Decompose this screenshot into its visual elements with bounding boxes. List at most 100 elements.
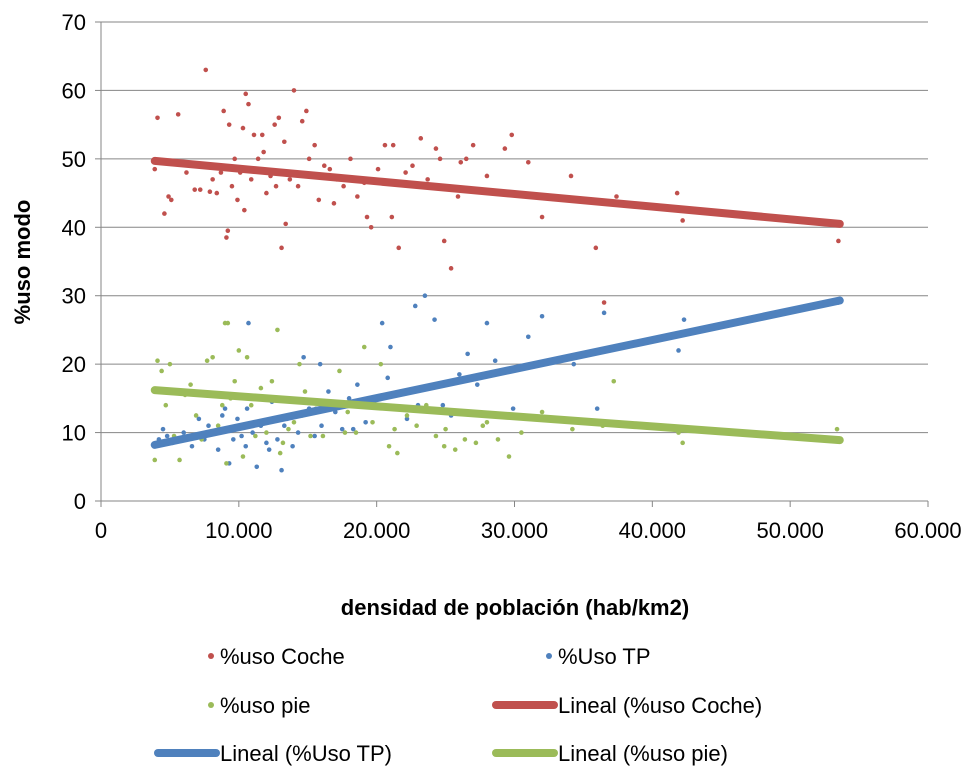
- data-point: [164, 433, 170, 439]
- data-point: [244, 406, 250, 411]
- data-point: [231, 437, 236, 442]
- data-point: [370, 420, 375, 425]
- data-point: [681, 317, 687, 322]
- data-point: [290, 443, 295, 449]
- data-point: [235, 416, 240, 422]
- data-point: [264, 440, 269, 446]
- data-point: [291, 420, 297, 425]
- data-point: [207, 189, 213, 195]
- data-point: [210, 355, 215, 360]
- x-tick-label: 0: [95, 518, 107, 543]
- data-point: [327, 166, 333, 172]
- data-point: [425, 177, 430, 182]
- legend-marker-pie: [208, 702, 214, 708]
- y-tick-label: 60: [62, 78, 86, 103]
- data-point: [206, 423, 211, 429]
- data-point: [509, 132, 515, 138]
- data-point: [441, 238, 447, 244]
- data-point: [316, 197, 322, 203]
- data-point: [283, 221, 288, 227]
- data-point: [166, 194, 171, 199]
- data-point: [355, 382, 360, 387]
- data-point: [184, 170, 189, 175]
- data-point: [385, 375, 390, 381]
- data-point: [251, 132, 257, 138]
- data-point: [448, 266, 454, 271]
- data-point: [368, 224, 374, 230]
- data-point: [317, 361, 323, 367]
- data-point: [396, 245, 402, 251]
- data-point: [403, 170, 408, 175]
- data-point: [162, 211, 167, 216]
- data-point: [834, 426, 840, 432]
- y-tick-labels: 0 10 20 30 40 50 60 70: [62, 10, 86, 514]
- y-tick-label: 0: [74, 489, 86, 514]
- data-point: [214, 190, 220, 196]
- data-point: [404, 416, 410, 422]
- data-point: [539, 409, 545, 415]
- data-point: [308, 433, 313, 439]
- legend: %uso Coche %Uso TP %uso pie Lineal (%uso…: [154, 644, 762, 766]
- data-point: [222, 406, 228, 411]
- data-point: [680, 218, 685, 223]
- y-axis-title: %uso modo: [10, 200, 35, 325]
- data-point: [240, 125, 246, 131]
- data-point: [525, 159, 531, 165]
- data-point: [363, 420, 368, 425]
- data-point: [378, 361, 384, 367]
- x-tick-label: 10.000: [205, 518, 272, 543]
- data-point: [593, 245, 599, 251]
- data-point: [163, 402, 169, 408]
- data-point: [346, 396, 352, 401]
- data-point: [240, 454, 246, 459]
- data-point: [306, 156, 312, 162]
- data-point: [272, 122, 277, 127]
- trendline-lineal-uso-coche: [150, 156, 844, 228]
- data-point: [175, 112, 181, 117]
- data-point: [159, 368, 164, 374]
- data-point: [248, 402, 254, 408]
- data-point: [611, 378, 617, 384]
- data-point: [155, 358, 160, 364]
- data-point: [177, 457, 182, 463]
- data-point: [355, 194, 360, 199]
- data-point: [297, 361, 302, 367]
- y-tick-label: 50: [62, 147, 86, 172]
- series-uso-coche: [152, 67, 841, 305]
- data-point: [225, 228, 231, 234]
- data-point: [248, 177, 254, 182]
- grid-lines: [95, 21, 928, 502]
- data-point: [601, 310, 607, 316]
- x-axis-title: densidad de población (hab/km2): [341, 595, 689, 620]
- data-point: [152, 457, 158, 463]
- data-point: [319, 423, 324, 429]
- data-point: [259, 132, 265, 138]
- data-point: [361, 344, 367, 350]
- data-point: [432, 317, 437, 322]
- data-point: [255, 156, 261, 162]
- data-point: [193, 413, 199, 418]
- data-point: [168, 197, 174, 203]
- data-point: [203, 67, 209, 73]
- data-point: [155, 115, 160, 121]
- data-point: [320, 433, 326, 439]
- data-point: [204, 358, 210, 364]
- data-point: [364, 214, 370, 220]
- legend-label-tp: %Uso TP: [558, 644, 651, 669]
- data-point: [304, 108, 309, 114]
- data-point: [414, 423, 419, 429]
- data-point: [250, 430, 255, 435]
- data-point: [326, 389, 331, 394]
- y-tick-label: 70: [62, 10, 86, 35]
- data-point: [235, 197, 240, 203]
- data-point: [224, 235, 229, 240]
- data-point: [614, 194, 619, 199]
- data-point: [291, 88, 297, 93]
- axes: [100, 22, 929, 507]
- legend-label-pie: %uso pie: [220, 693, 311, 718]
- data-point: [189, 443, 195, 449]
- x-tick-label: 60.000: [894, 518, 961, 543]
- data-point: [244, 355, 250, 360]
- data-point: [474, 382, 480, 387]
- y-tick-label: 20: [62, 352, 86, 377]
